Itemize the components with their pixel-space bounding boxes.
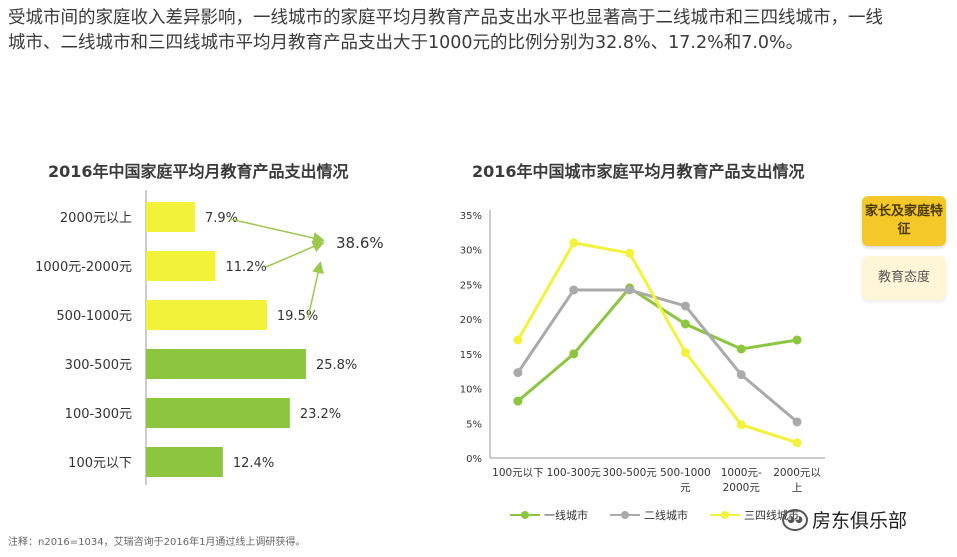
bar-category-label: 1000元-2000元 — [35, 260, 132, 275]
y-tick-label: 5% — [466, 419, 482, 430]
bar-value-label: 25.8% — [316, 358, 357, 373]
x-tick-line: 元 — [680, 482, 691, 494]
bar-category-label: 2000元以上 — [60, 211, 132, 226]
watermark: ◕◕ 房东俱乐部 — [782, 506, 907, 533]
data-point — [680, 319, 690, 329]
x-tick-line: 上 — [792, 482, 803, 494]
annotation-arrow — [229, 218, 325, 244]
x-tick-line: 2000元 — [723, 482, 761, 494]
legend-item: 二线城市 — [610, 507, 688, 523]
annotation-arrow — [307, 261, 324, 319]
data-point — [513, 396, 523, 406]
intro-paragraph: 受城市间的家庭收入差异影响，一线城市的家庭平均月教育产品支出水平也显著高于二线城… — [8, 8, 883, 53]
data-point — [569, 285, 579, 295]
x-tick-label: 100-300元 — [547, 467, 602, 479]
x-tick-line: 100-300元 — [547, 467, 602, 479]
line-chart: 0% 5% 10% 15% 20% 25% 30% 35% 100元以下 100-300元 300-… — [460, 210, 825, 494]
data-point — [792, 417, 802, 427]
legend-swatch-gray — [610, 511, 640, 519]
data-point — [569, 238, 579, 248]
x-tick-label: 1000元- 2000元 — [721, 467, 762, 494]
legend-label: 一线城市 — [544, 509, 588, 522]
y-tick-label: 35% — [460, 211, 482, 222]
y-tick-label: 25% — [460, 280, 482, 291]
legend-swatch-green — [510, 511, 540, 519]
annotation-arrow — [265, 241, 325, 268]
legend-label: 二线城市 — [644, 509, 688, 522]
legend-swatch-yellow — [710, 511, 740, 519]
x-tick-line: 2000元以 — [773, 467, 821, 479]
family-traits-button[interactable]: 家长及家庭特征 — [862, 196, 946, 246]
x-tick-line: 500-1000 — [660, 467, 711, 479]
x-tick-line: 300-500元 — [602, 467, 657, 479]
bar-category-label: 500-1000元 — [56, 309, 132, 324]
data-point — [736, 344, 746, 354]
line-chart-title: 2016年中国城市家庭平均月教育产品支出情况 — [472, 162, 805, 181]
x-tick-label: 300-500元 — [602, 467, 657, 479]
wechat-icon: ◕◕ — [782, 508, 808, 531]
annotation-total-label: 38.6% — [336, 234, 384, 252]
bar — [146, 300, 267, 330]
x-tick-label: 100元以下 — [492, 467, 544, 479]
x-tick-line: 100元以下 — [492, 467, 544, 479]
data-point — [513, 335, 523, 345]
legend-item: 一线城市 — [510, 507, 588, 523]
data-point — [792, 438, 802, 448]
bar — [146, 202, 195, 232]
bar — [146, 398, 290, 428]
y-tick-label: 10% — [460, 385, 482, 396]
bar-value-label: 23.2% — [300, 407, 341, 422]
data-point — [625, 285, 635, 295]
bar-chart: 2000元以上 7.9% 1000元-2000元 11.2% 500-1000元 19.5… — [35, 190, 384, 485]
data-point — [680, 301, 690, 311]
education-attitude-button[interactable]: 教育态度 — [862, 256, 946, 300]
x-tick-line: 1000元- — [721, 467, 762, 479]
data-point — [625, 248, 635, 258]
bar-value-label: 19.5% — [277, 309, 318, 324]
bar-category-label: 100-300元 — [65, 407, 132, 422]
series-line — [516, 288, 799, 424]
data-point — [792, 335, 802, 345]
watermark-text: 房东俱乐部 — [812, 510, 908, 532]
series-line — [516, 285, 798, 403]
bar — [146, 349, 306, 379]
y-tick-label: 30% — [460, 246, 482, 257]
series-line — [516, 241, 798, 445]
bar-chart-title: 2016年中国家庭平均月教育产品支出情况 — [48, 162, 349, 181]
data-point — [680, 347, 690, 357]
bar — [146, 251, 216, 281]
line-chart-legend: 一线城市 二线城市 三四线城市 — [510, 507, 821, 523]
bar-value-label: 12.4% — [233, 456, 274, 471]
data-point — [736, 420, 746, 430]
y-tick-label: 20% — [460, 315, 482, 326]
bar-category-label: 300-500元 — [65, 358, 132, 373]
x-tick-label: 2000元以上 — [773, 467, 821, 494]
y-tick-label: 15% — [460, 350, 482, 361]
data-point — [513, 368, 523, 378]
data-point — [736, 370, 746, 380]
bar-value-label: 11.2% — [225, 260, 266, 275]
footnote: 注释：n2016=1034，艾瑞咨询于2016年1月通过线上调研获得。 — [8, 537, 306, 548]
x-tick-label: 500-1000 元 — [660, 467, 711, 494]
bar-value-label: 7.9% — [205, 211, 238, 226]
bar — [146, 447, 223, 477]
bar-category-label: 100元以下 — [68, 456, 132, 471]
data-point — [569, 349, 579, 359]
y-tick-label: 0% — [466, 454, 482, 465]
